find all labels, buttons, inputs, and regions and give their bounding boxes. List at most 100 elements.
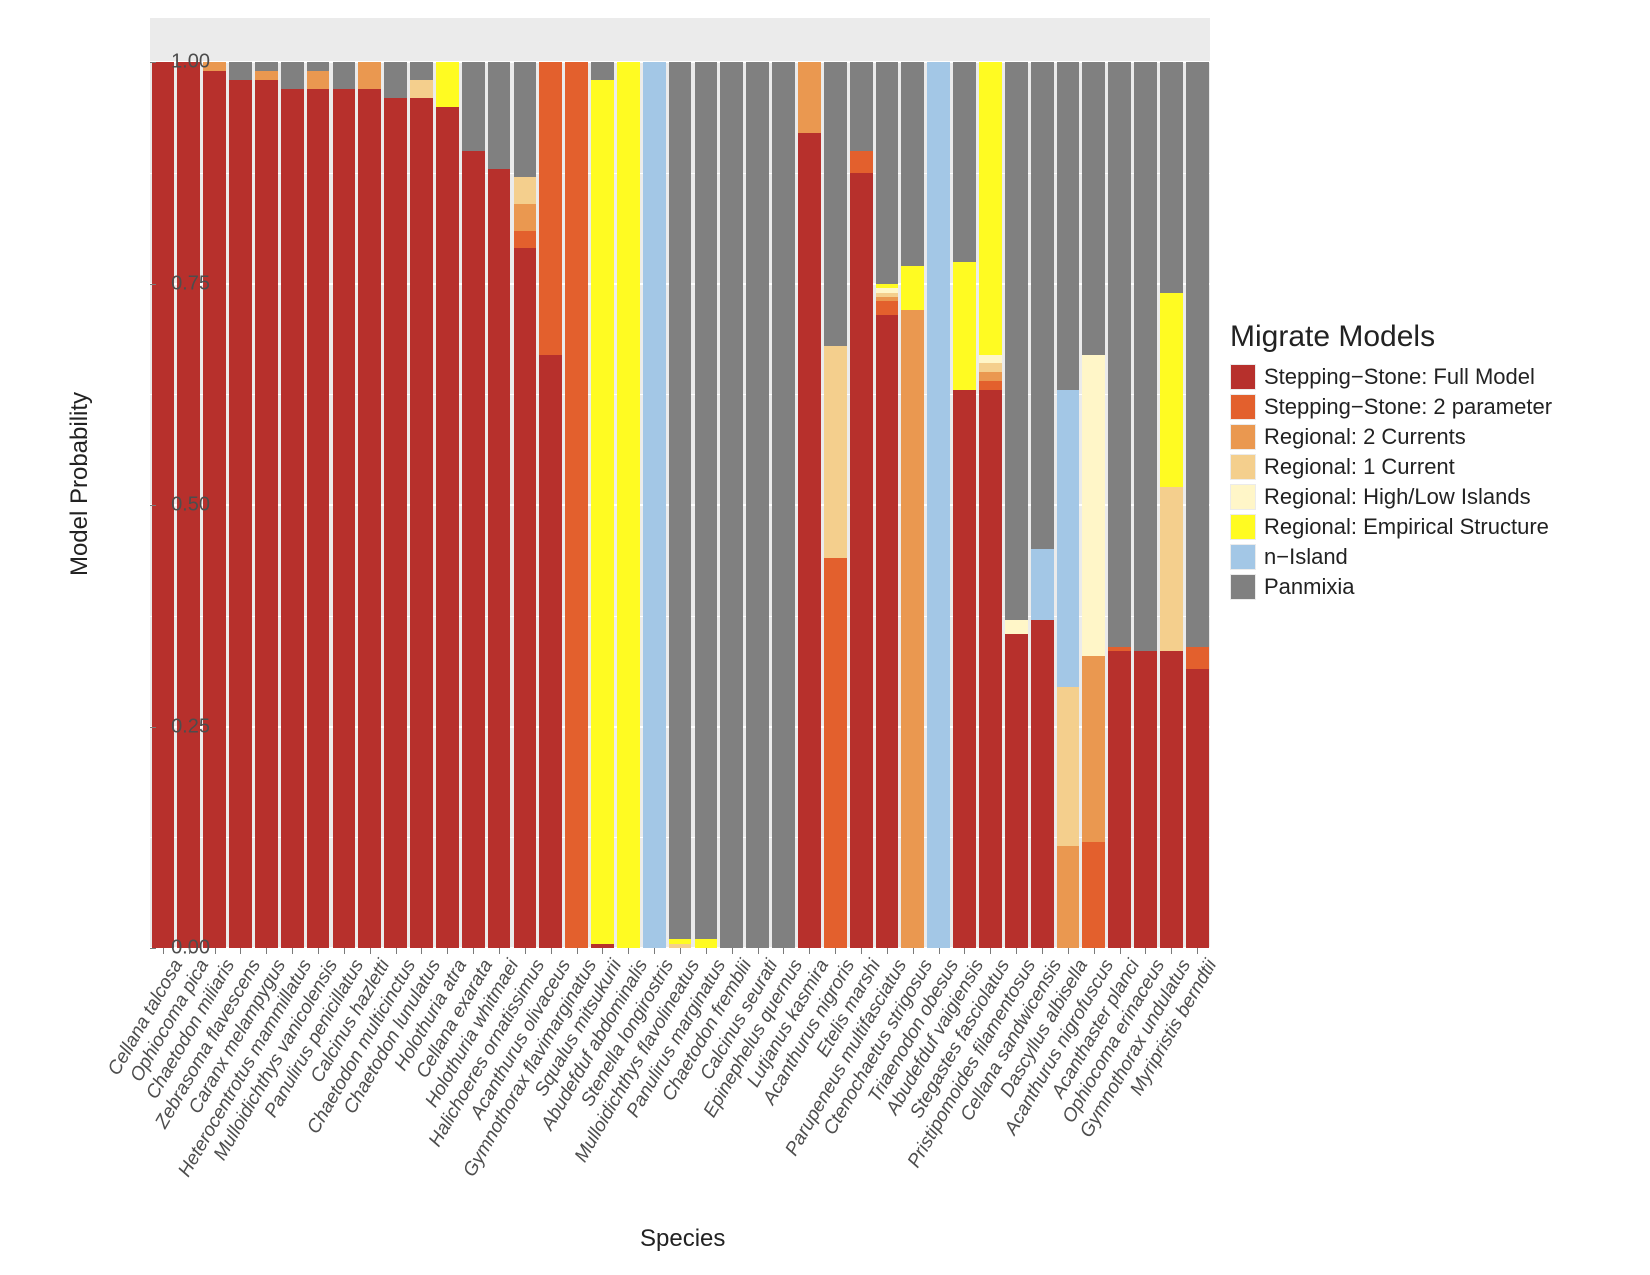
y-tick-mark: [150, 727, 156, 728]
x-tick-mark: [499, 948, 500, 954]
bar-stack: [1082, 18, 1105, 948]
bar-seg-ss_full: [229, 80, 252, 948]
bar-seg-panmixia: [953, 62, 976, 261]
bar-seg-panmixia: [850, 62, 873, 151]
x-tick-mark: [163, 948, 164, 954]
bar-seg-panmixia: [307, 62, 330, 71]
legend-label: Panmixia: [1264, 574, 1354, 600]
legend-item-reg_2c: Regional: 2 Currents: [1230, 424, 1552, 450]
y-axis-title: Model Probability: [66, 384, 94, 584]
x-tick-mark: [215, 948, 216, 954]
bar-seg-panmixia: [1005, 62, 1028, 620]
bar-seg-reg_emp: [979, 62, 1002, 354]
bar-stack: [358, 18, 381, 948]
bar-seg-panmixia: [1031, 62, 1054, 549]
bar-stack: [643, 18, 666, 948]
bar-slot: [978, 18, 1004, 948]
bar-seg-panmixia: [229, 62, 252, 80]
bar-slot: [615, 18, 641, 948]
bar-slot: [460, 18, 486, 948]
bar-slot: [434, 18, 460, 948]
legend: Migrate Models Stepping−Stone: Full Mode…: [1230, 320, 1552, 604]
bar-stack: [281, 18, 304, 948]
bar-slot: [848, 18, 874, 948]
bar-slot: [150, 18, 176, 948]
bar-seg-reg_emp: [695, 939, 718, 948]
y-tick-label: 1.00: [150, 51, 218, 74]
bar-slot: [253, 18, 279, 948]
bar-stack: [307, 18, 330, 948]
legend-swatch: [1231, 395, 1255, 419]
bar-stack: [255, 18, 278, 948]
legend-key: [1230, 514, 1256, 540]
bar-seg-ss_full: [410, 98, 433, 948]
bar-seg-ss_2p: [539, 62, 562, 354]
bar-stack: [410, 18, 433, 948]
x-tick-mark: [447, 948, 448, 954]
bar-slot: [1107, 18, 1133, 948]
bar-stack: [927, 18, 950, 948]
x-tick-mark: [1094, 948, 1095, 954]
bar-seg-ss_full: [333, 89, 356, 948]
bar-slot: [357, 18, 383, 948]
legend-swatch: [1231, 425, 1255, 449]
bar-slot: [383, 18, 409, 948]
bar-seg-panmixia: [281, 62, 304, 89]
bar-stack: [669, 18, 692, 948]
bar-seg-ss_full: [1005, 634, 1028, 948]
bar-stack: [436, 18, 459, 948]
bar-seg-ss_2p: [514, 231, 537, 249]
y-tick-mark: [150, 284, 156, 285]
bar-seg-ss_full: [1031, 620, 1054, 948]
bar-stack: [462, 18, 485, 948]
bar-seg-panmixia: [1186, 62, 1209, 647]
bar-stack: [772, 18, 795, 948]
bar-stack: [1005, 18, 1028, 948]
x-tick-mark: [370, 948, 371, 954]
bar-stack: [1160, 18, 1183, 948]
x-tick-mark: [189, 948, 190, 954]
x-tick-mark: [344, 948, 345, 954]
bar-seg-panmixia: [695, 62, 718, 939]
x-tick-mark: [706, 948, 707, 954]
bar-stack: [565, 18, 588, 948]
bar-slot: [1184, 18, 1210, 948]
legend-title: Migrate Models: [1230, 320, 1552, 354]
bar-stack: [384, 18, 407, 948]
x-tick-mark: [939, 948, 940, 954]
y-tick-mark: [150, 62, 156, 63]
legend-swatch: [1231, 515, 1255, 539]
y-tick-mark: [150, 948, 156, 949]
bar-seg-panmixia: [255, 62, 278, 71]
bar-seg-reg_1c: [979, 363, 1002, 372]
bar-stack: [1186, 18, 1209, 948]
bar-seg-reg_2c: [1082, 656, 1105, 842]
bar-slot: [796, 18, 822, 948]
legend-label: Regional: High/Low Islands: [1264, 484, 1531, 510]
bar-stack: [876, 18, 899, 948]
bar-stack: [850, 18, 873, 948]
bar-stack: [746, 18, 769, 948]
bar-slot: [202, 18, 228, 948]
bar-stack: [720, 18, 743, 948]
bar-seg-panmixia: [720, 62, 743, 948]
bar-slot: [590, 18, 616, 948]
bar-seg-reg_hl: [1082, 355, 1105, 656]
legend-key: [1230, 454, 1256, 480]
bar-stack: [539, 18, 562, 948]
bar-stack: [152, 18, 175, 948]
bar-stack: [953, 18, 976, 948]
x-tick-mark: [1042, 948, 1043, 954]
bar-seg-reg_1c: [1160, 487, 1183, 651]
bar-seg-reg_2c: [1057, 846, 1080, 948]
x-tick-mark: [1068, 948, 1069, 954]
bar-seg-panmixia: [462, 62, 485, 151]
bar-seg-ss_2p: [979, 381, 1002, 390]
bar-seg-panmixia: [1134, 62, 1157, 651]
legend-label: Regional: 2 Currents: [1264, 424, 1466, 450]
legend-key: [1230, 484, 1256, 510]
x-tick-mark: [318, 948, 319, 954]
x-tick-mark: [1016, 948, 1017, 954]
bar-slot: [1159, 18, 1185, 948]
bar-seg-panmixia: [333, 62, 356, 89]
